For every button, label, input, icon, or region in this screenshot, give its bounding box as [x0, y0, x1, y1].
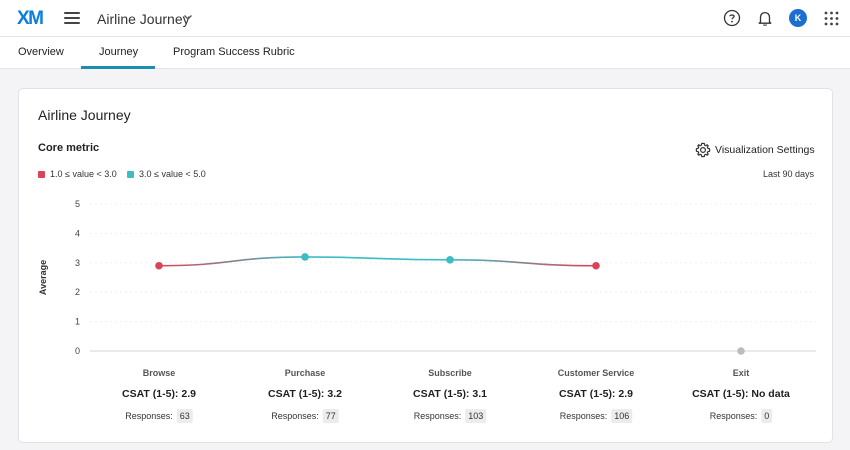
y-axis-label: Average	[38, 260, 48, 295]
stage-responses: Responses: 106	[560, 409, 633, 423]
tab-journey[interactable]: Journey	[99, 46, 139, 58]
gear-icon	[695, 142, 711, 158]
tab-bar: Overview Journey Program Success Rubric	[0, 37, 850, 69]
responses-label: Responses:	[560, 411, 608, 421]
tab-overview[interactable]: Overview	[18, 46, 64, 58]
responses-count: 0	[764, 411, 769, 421]
legend-swatch-low	[38, 171, 45, 178]
responses-label: Responses:	[414, 411, 462, 421]
data-point	[301, 253, 309, 261]
hamburger-menu-icon[interactable]	[64, 12, 80, 26]
help-icon[interactable]	[723, 9, 741, 27]
visualization-settings-label: Visualization Settings	[715, 144, 815, 156]
responses-count: 63	[180, 411, 190, 421]
responses-count: 77	[326, 411, 336, 421]
y-tick-label: 2	[75, 287, 80, 297]
bell-icon[interactable]	[756, 9, 774, 27]
stage-metric-label: CSAT (1-5): 2.9	[559, 388, 633, 400]
xm-logo[interactable]: XM	[17, 8, 44, 29]
responses-count: 103	[468, 411, 483, 421]
stage-name-label: Browse	[143, 368, 176, 378]
stage-responses: Responses: 63	[125, 409, 193, 423]
responses-label: Responses:	[271, 411, 319, 421]
stage-name-label: Purchase	[285, 368, 326, 378]
responses-count-badge	[611, 409, 633, 423]
y-tick-label: 0	[75, 346, 80, 356]
series-line-segment	[449, 259, 597, 267]
data-point	[446, 256, 454, 264]
responses-label: Responses:	[710, 411, 758, 421]
journey-card: Airline Journey Core metric Visualizatio…	[18, 88, 833, 443]
stage-metric-label: CSAT (1-5): 3.1	[413, 388, 487, 400]
responses-count-badge	[465, 409, 487, 423]
data-point	[592, 261, 600, 270]
legend-item-high: 3.0 ≤ value < 5.0	[127, 169, 206, 179]
apps-grid-icon[interactable]	[824, 11, 839, 26]
responses-label: Responses:	[125, 411, 173, 421]
core-metric-label: Core metric	[38, 142, 100, 154]
stage-name-label: Subscribe	[428, 368, 472, 378]
chevron-down-icon[interactable]	[183, 12, 193, 22]
y-tick-label: 4	[75, 228, 80, 238]
y-tick-label: 5	[75, 199, 80, 209]
date-range: Last 90 days	[763, 169, 815, 179]
data-point-no-data	[737, 347, 745, 355]
legend-swatch-high	[127, 171, 134, 178]
stage-metric-label: CSAT (1-5): 3.2	[268, 388, 342, 400]
legend-label-low: 1.0 ≤ value < 3.0	[50, 169, 117, 179]
responses-count-badge	[761, 409, 773, 423]
y-tick-label: 3	[75, 258, 80, 268]
series-line-segment	[158, 256, 306, 267]
top-bar: XM Airline Journey K	[0, 0, 850, 37]
responses-count-badge	[322, 409, 339, 423]
stage-responses: Responses: 77	[271, 409, 339, 423]
stage-name-label: Customer Service	[558, 368, 635, 378]
stage-metric-label: CSAT (1-5): No data	[692, 388, 790, 400]
avatar[interactable]: K	[789, 9, 807, 27]
stage-responses: Responses: 103	[414, 409, 487, 423]
y-tick-label: 1	[75, 317, 80, 327]
data-point	[155, 261, 163, 270]
journey-line-chart: 0 1 2 3 4 5 Average Browse CSAT (1-5): 2.9 Respon…	[38, 199, 816, 423]
stage-metric-label: CSAT (1-5): 2.9	[122, 388, 196, 400]
card-title: Airline Journey	[38, 107, 131, 123]
responses-count: 106	[614, 411, 629, 421]
responses-count-badge	[176, 409, 193, 423]
legend-item-low: 1.0 ≤ value < 3.0	[38, 169, 117, 179]
stage-responses: Responses: 0	[710, 409, 773, 423]
stage-name-label: Exit	[733, 368, 750, 378]
legend-label-high: 3.0 ≤ value < 5.0	[139, 169, 206, 179]
series-line-segment	[304, 256, 451, 261]
tab-program-success-rubric[interactable]: Program Success Rubric	[173, 46, 295, 58]
active-tab-indicator	[81, 66, 155, 69]
project-title[interactable]: Airline Journey	[97, 11, 190, 27]
